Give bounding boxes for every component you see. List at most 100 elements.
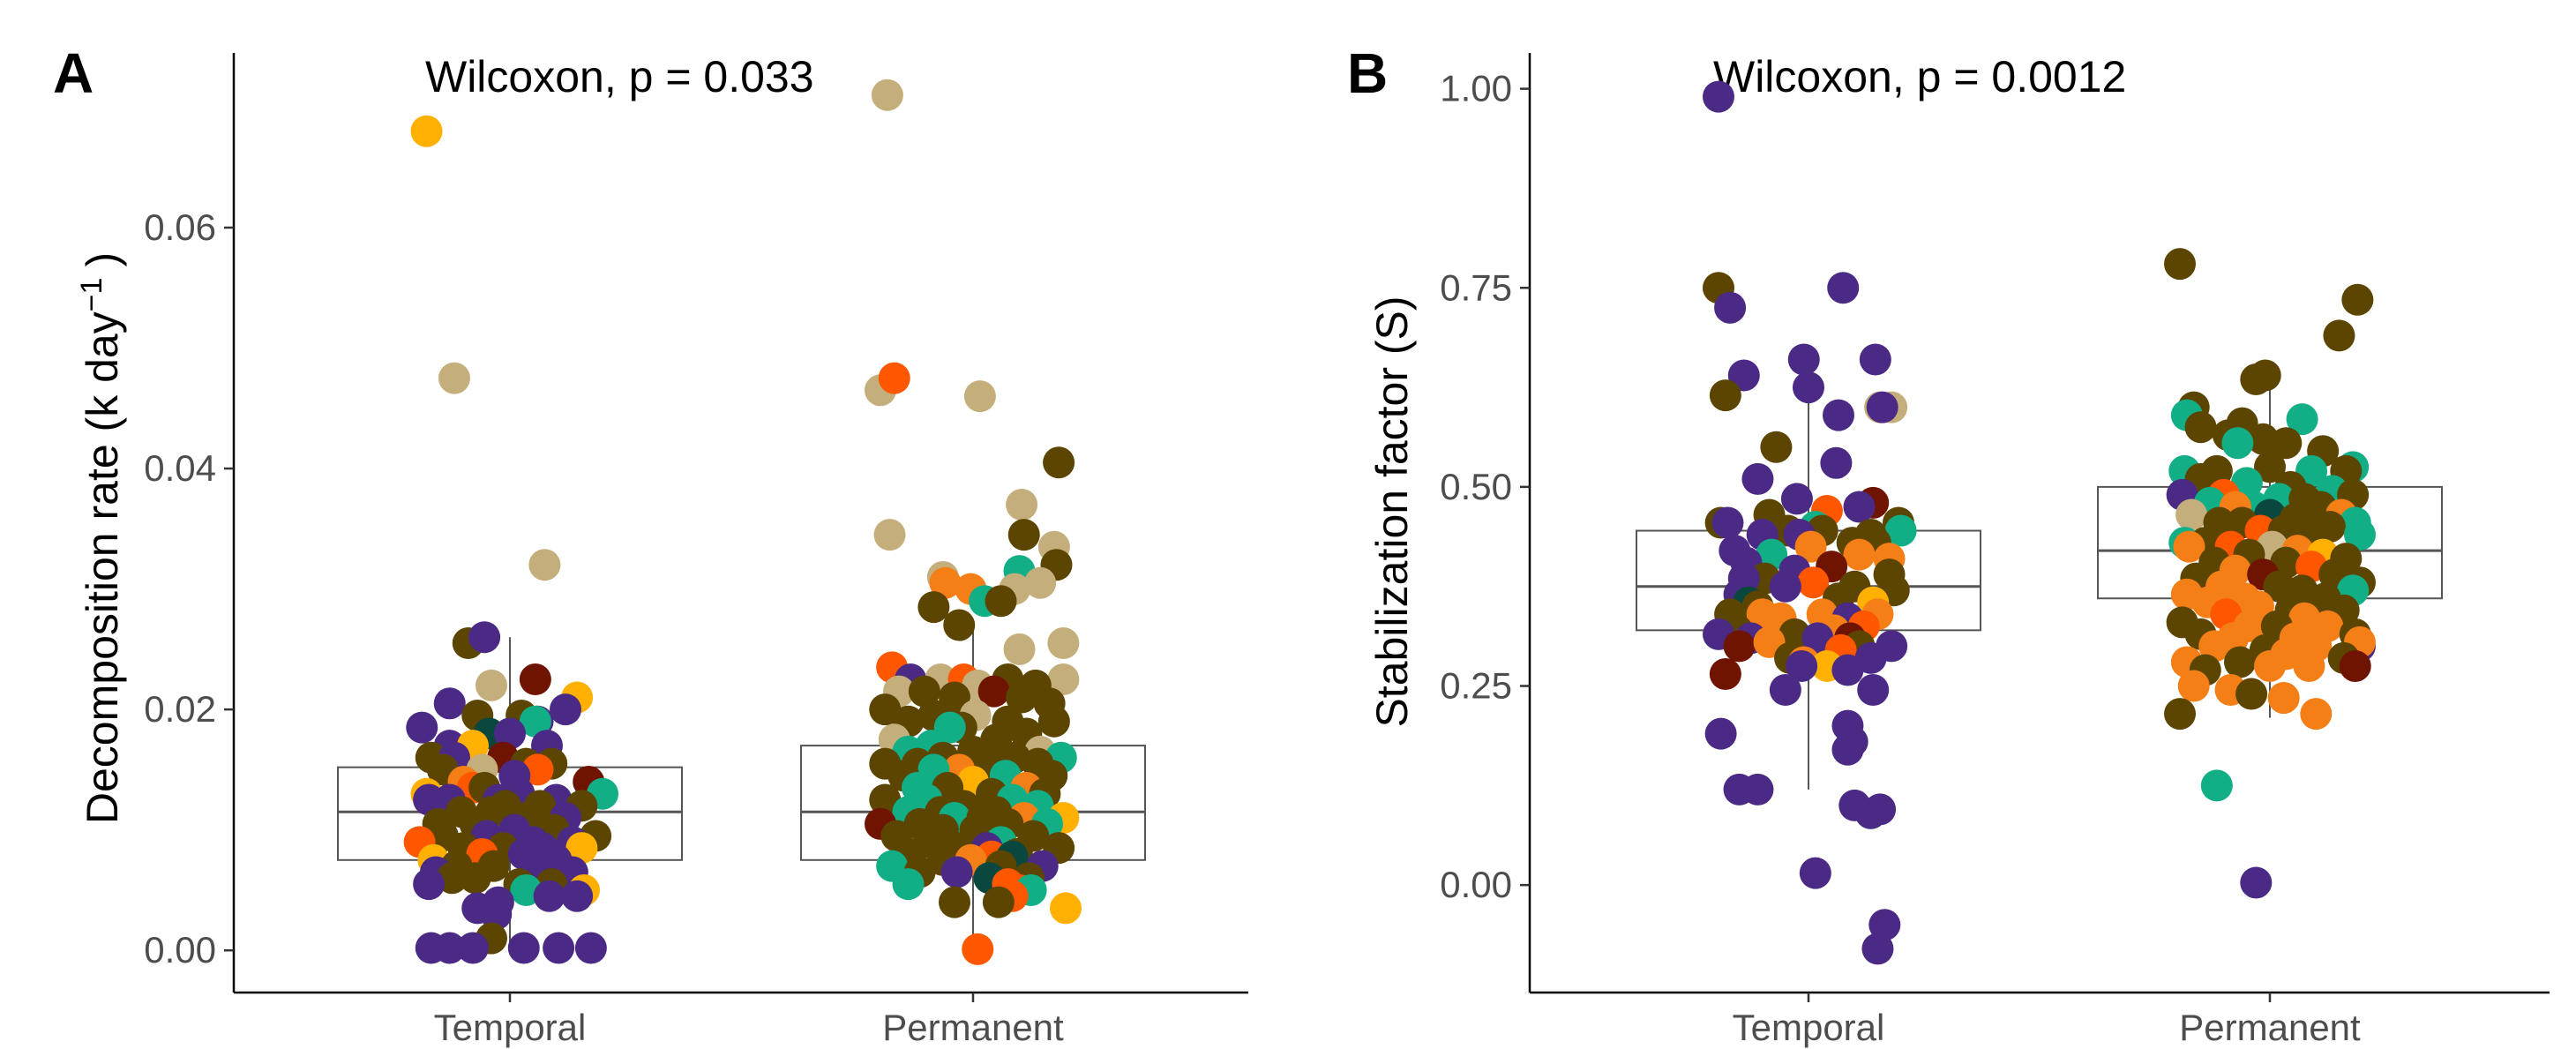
panel-b-data-point-128: [2175, 498, 2208, 531]
panel-b-data-point-90: [1799, 857, 1831, 889]
panel-a-data-point-201: [939, 886, 970, 918]
panel-a-data-point-102: [929, 566, 962, 599]
panel-a-data-point-85: [457, 932, 489, 964]
panel-b-data-point-4: [1787, 343, 1820, 376]
panel-b-data-point-195: [2300, 698, 2333, 731]
panel-a-data-point-96: [873, 519, 906, 551]
panel-b-data-point-20: [1843, 491, 1876, 523]
panel-b-y-tick-label-3: 0.75: [1440, 266, 1512, 308]
panel-b: B Wilcoxon, p = 0.0012 Stabilization fac…: [1347, 41, 2550, 1048]
panel-a-data-point-95: [1007, 519, 1040, 551]
panel-b-data-point-192: [2235, 678, 2268, 710]
panel-a-label: A: [53, 41, 94, 105]
panel-b-data-point-12: [1866, 391, 1898, 423]
panel-a-y-axis-title: Decomposition rate (k day−1): [75, 252, 127, 824]
panel-b-data-point-189: [2254, 649, 2286, 682]
panel-a-data-point-204: [962, 933, 994, 965]
panel-a-y-axis-title-superscript: −1: [75, 278, 109, 312]
panel-b-data-point-6: [1727, 359, 1760, 392]
panel-b-data-point-92: [1861, 933, 1894, 965]
panel-a-data-point-77: [561, 880, 594, 912]
panel-a-data-point-13: [406, 711, 438, 744]
panel-a-y-tick-label-3: 0.06: [144, 206, 216, 248]
panel-a-data-point-9: [550, 693, 581, 726]
panel-a-data-point-121: [977, 675, 1010, 708]
panel-a-data-point-106: [985, 585, 1017, 618]
panel-b-data-point-97: [2240, 363, 2273, 396]
panel-a-data-point-108: [943, 609, 976, 641]
panel-a-y-tick-label-1: 0.02: [144, 688, 216, 730]
panel-b-data-point-93: [2164, 248, 2197, 281]
panel-b-x-tick-label-1: Permanent: [2179, 1007, 2361, 1048]
panel-b-annotation: Wilcoxon, p = 0.0012: [1713, 52, 2126, 101]
panel-a-data-point-91: [878, 362, 910, 394]
panel-b-data-point-8: [1709, 379, 1741, 412]
panel-a-data-point-5: [476, 669, 507, 701]
panel-b-data-point-185: [2224, 646, 2257, 678]
panel-b-data-point-196: [2200, 769, 2233, 802]
panel-b-data-point-186: [2293, 649, 2325, 682]
panel-a-data-point-81: [480, 898, 513, 931]
panel-b-data-point-193: [2267, 682, 2300, 715]
panel-a-data-point-88: [574, 932, 607, 964]
panel-a-data-point-92: [963, 380, 996, 413]
panel-b-data-point-45: [1769, 570, 1801, 603]
panel-a-data-point-60: [565, 832, 598, 865]
panel-a-axes: 0.00 0.02 0.04 0.06 Temporal Permanent: [144, 53, 1248, 1048]
panel-a-data-point-101: [1024, 566, 1057, 599]
panel-b-y-tick-label-4: 1.00: [1440, 68, 1512, 109]
panel-a-data-point-107: [917, 591, 950, 624]
panel-b-data-point-76: [1831, 654, 1864, 686]
panel-a-data-point-16: [494, 717, 526, 750]
panel-a-data-point-86: [507, 932, 540, 964]
panel-b-data-point-80: [1857, 674, 1890, 707]
panel-b-data-point-0: [1703, 80, 1735, 113]
panel-b-data-point-105: [2270, 427, 2303, 460]
panel-b-data-point-24: [1884, 514, 1917, 547]
panel-a-y-axis-title-close: ): [78, 252, 127, 267]
panel-b-data-point-84: [1831, 733, 1864, 766]
panel-b-data-point-106: [2221, 427, 2254, 460]
panel-b-label: B: [1347, 41, 1388, 105]
panel-b-data-point-2: [1714, 291, 1747, 324]
panel-b-y-tick-label-2: 0.50: [1440, 466, 1512, 507]
panel-a-data-point-123: [1006, 681, 1038, 714]
panel-a-data-point-89: [871, 79, 903, 111]
panel-b-data-point-5: [1859, 343, 1891, 376]
panel-b-data-point-15: [1741, 462, 1774, 495]
panel-a-data-point-193: [940, 856, 973, 888]
panel-b-axes: 0.00 0.25 0.50 0.75 1.00 Temporal Permanent: [1440, 53, 2550, 1048]
panel-b-data-point-3: [1827, 272, 1860, 304]
panel-a-data-point-122: [939, 681, 970, 714]
panel-b-data-point-190: [2177, 670, 2210, 702]
panel-a-y-tick-label-2: 0.04: [144, 447, 216, 489]
panel-a-data-point-110: [1003, 633, 1036, 665]
panel-b-data-point-102: [2184, 411, 2217, 444]
panel-a-annotation: Wilcoxon, p = 0.033: [425, 52, 814, 101]
panel-b-data-point-32: [1794, 530, 1827, 563]
panel-a-data-point-202: [982, 886, 1015, 918]
panel-b-data-point-141: [2173, 530, 2205, 563]
panel-a-y-tick-label-0: 0.00: [144, 929, 216, 970]
panel-b-data-point-187: [2339, 649, 2371, 682]
panel-b-data-point-16: [1780, 483, 1813, 515]
panel-a-data-point-1: [438, 362, 470, 394]
panel-b-data-point-36: [1843, 538, 1876, 571]
panel-b-data-point-101: [2286, 403, 2318, 436]
panel-b-x-tick-label-0: Temporal: [1733, 1007, 1885, 1048]
panel-a-data-point-93: [1043, 446, 1075, 479]
panel-b-y-tick-label-1: 0.25: [1440, 665, 1512, 707]
panel-a-x-tick-label-1: Permanent: [882, 1007, 1064, 1048]
panel-b-data-point-138: [2343, 519, 2376, 551]
panel-b-data-point-35: [1756, 538, 1788, 571]
panel-a-data-point-6: [519, 663, 551, 695]
panel-b-points: [1703, 80, 2376, 965]
panel-b-data-point-79: [1769, 674, 1801, 707]
panel-b-data-point-177: [2198, 630, 2231, 663]
panel-b-data-point-111: [2254, 451, 2286, 483]
panel-a-data-point-2: [528, 549, 561, 581]
panel-b-y-tick-label-0: 0.00: [1440, 864, 1512, 905]
panel-b-y-axis-title: Stabilization factor (S): [1367, 296, 1417, 727]
panel-a-data-point-70: [459, 862, 491, 895]
